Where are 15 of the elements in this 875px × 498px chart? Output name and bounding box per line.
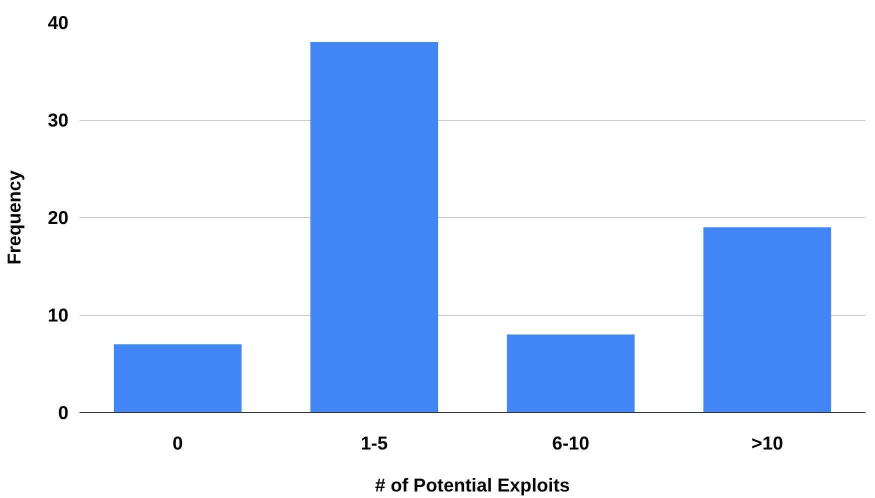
x-axis-title: # of Potential Exploits: [375, 474, 570, 496]
x-tick-label: 1-5: [360, 432, 388, 454]
y-tick-label: 0: [58, 402, 69, 423]
x-tick-label: 6-10: [552, 432, 590, 454]
bar: [114, 344, 242, 412]
x-tick-label: >10: [751, 432, 784, 454]
y-tick-label: 30: [48, 110, 69, 130]
bar: [506, 334, 635, 412]
bar: [310, 42, 438, 412]
bar: [703, 227, 832, 412]
y-tick-label: 10: [48, 304, 69, 326]
y-tick-label: 20: [48, 207, 69, 228]
y-axis-title: Frequency: [4, 170, 25, 265]
y-tick-label: 40: [48, 12, 69, 33]
x-tick-label: 0: [172, 432, 183, 454]
